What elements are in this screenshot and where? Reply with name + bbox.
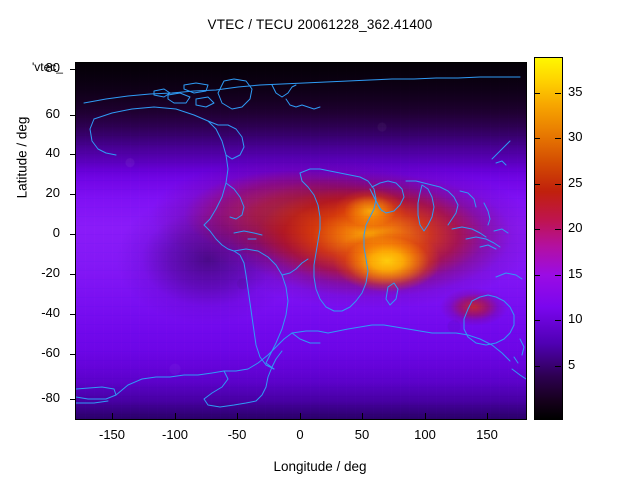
colorbar-tick-mark [555,275,561,276]
x-tick-label: 100 [414,427,436,442]
x-tick-label: 0 [296,427,304,442]
y-tick-mark [70,274,76,275]
x-tick-mark [237,413,238,419]
colorbar-tick-mark [555,138,561,139]
colorbar-tick-mark [555,184,561,185]
vtec-field-south-polar-band [76,327,526,419]
colorbar-tick-mark [555,366,561,367]
y-tick-label: 20 [45,185,60,200]
vtec-field-noise [76,63,526,419]
plot-area [75,62,527,420]
y-tick-mark [70,399,76,400]
x-tick-label: -100 [161,427,189,442]
colorbar-label: 30 [568,129,583,144]
colorbar-tick-mark [534,366,540,367]
colorbar-label: 20 [568,220,583,235]
colorbar-label: 35 [568,84,583,99]
y-tick-mark [70,154,76,155]
y-tick-label: -60 [41,345,60,360]
y-tick-mark [70,194,76,195]
x-tick-mark [362,413,363,419]
colorbar-tick-mark [534,184,540,185]
colorbar-tick-mark [534,138,540,139]
colorbar-tick-mark [534,320,540,321]
colorbar-label: 5 [568,357,576,372]
colorbar-tick-mark [534,93,540,94]
colorbar-label: 25 [568,175,583,190]
x-tick-mark [175,413,176,419]
x-axis-label: Longitude / deg [273,459,367,474]
colorbar-tick-mark [555,229,561,230]
colorbar-label: 10 [568,311,583,326]
y-tick-label: -40 [41,305,60,320]
x-tick-mark [300,413,301,419]
page-title: VTEC / TECU 20061228_362.41400 [207,17,433,32]
x-tick-label: 50 [354,427,370,442]
y-tick-label: 60 [45,106,60,121]
y-tick-mark [70,234,76,235]
x-tick-mark [487,413,488,419]
x-tick-mark [112,413,113,419]
colorbar-tick-mark [555,93,561,94]
y-axis-label: Latitude / deg [14,116,30,199]
x-tick-label: -150 [98,427,126,442]
colorbar [534,57,563,420]
y-tick-mark [70,69,76,70]
vtec-field-cell-grid [76,63,526,419]
heatmap-canvas [76,63,526,419]
y-tick-mark [70,354,76,355]
key-title: 'vtec_ [32,60,63,74]
y-tick-label: -80 [41,390,60,405]
x-tick-label: -50 [227,427,247,442]
x-tick-label: 150 [476,427,498,442]
colorbar-tick-mark [534,229,540,230]
y-tick-label: -20 [41,265,60,280]
y-tick-label: 80 [45,60,60,75]
x-tick-mark [425,413,426,419]
y-tick-label: 0 [52,225,60,240]
colorbar-label: 15 [568,266,583,281]
coastline-overlay [76,63,526,419]
y-tick-mark [70,115,76,116]
colorbar-tick-mark [534,275,540,276]
colorbar-tick-mark [555,320,561,321]
y-tick-label: 40 [45,145,60,160]
vtec-field-north-polar-cap [76,63,526,178]
y-tick-mark [70,314,76,315]
